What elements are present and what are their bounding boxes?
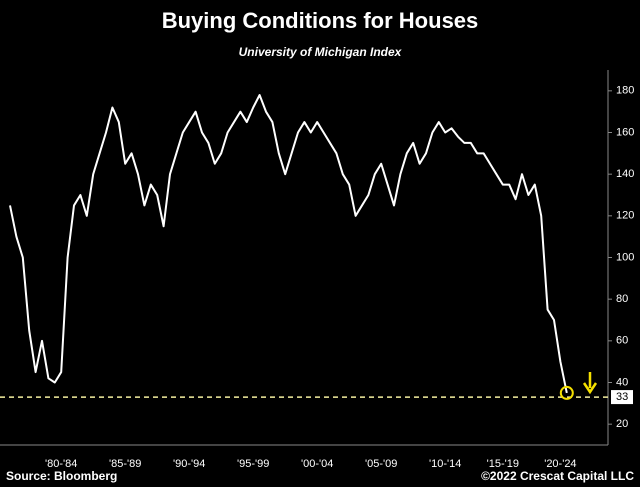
x-tick-label: '80-'84 (45, 458, 77, 470)
x-tick-label: '15-'19 (487, 458, 519, 470)
source: Source: Bloomberg (6, 469, 117, 483)
y-tick-label: 40 (616, 376, 628, 388)
credit: ©2022 Crescat Capital LLC (481, 469, 634, 483)
reference-label: 33 (616, 391, 628, 403)
x-tick-label: '90-'94 (173, 458, 205, 470)
chart-title: Buying Conditions for Houses (162, 8, 479, 33)
y-tick-label: 20 (616, 418, 628, 430)
x-tick-label: '00-'04 (301, 458, 333, 470)
y-tick-label: 80 (616, 293, 628, 305)
y-tick-label: 120 (616, 210, 634, 222)
arrow (582, 372, 598, 395)
x-tick-label: '20-'24 (544, 458, 576, 470)
y-tick-label: 180 (616, 85, 634, 97)
y-tick-label: 60 (616, 335, 628, 347)
chart-subtitle: University of Michigan Index (239, 45, 403, 59)
y-tick-label: 100 (616, 251, 634, 263)
x-tick-label: '85-'89 (109, 458, 141, 470)
reference-label-box (611, 390, 633, 405)
x-tick-label: '95-'99 (237, 458, 269, 470)
x-tick-label: '05-'09 (365, 458, 397, 470)
y-tick-label: 160 (616, 126, 634, 138)
y-tick-label: 140 (616, 168, 634, 180)
highlight-circle (559, 385, 574, 400)
line (9, 94, 568, 394)
x-tick-label: '10-'14 (429, 458, 461, 470)
